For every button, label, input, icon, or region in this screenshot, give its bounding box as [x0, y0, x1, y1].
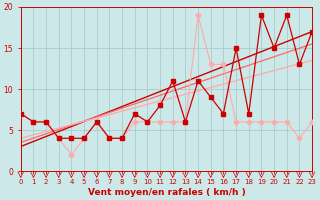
X-axis label: Vent moyen/en rafales ( km/h ): Vent moyen/en rafales ( km/h )	[88, 188, 245, 197]
